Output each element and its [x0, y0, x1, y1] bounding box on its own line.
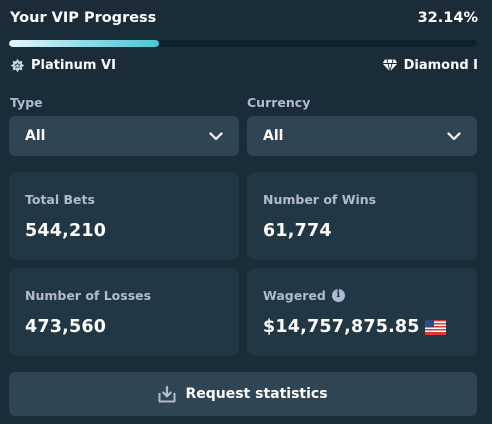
rank-row: Platinum VI Diamond I: [10, 58, 478, 73]
request-statistics-label: Request statistics: [185, 386, 328, 402]
diamond-icon: [382, 59, 398, 72]
wagered-card: Wagered i $14,757,875.85: [247, 268, 477, 356]
currency-label: Currency: [247, 95, 311, 110]
type-select[interactable]: All: [9, 116, 239, 156]
vip-progress-percent: 32.14%: [417, 10, 478, 26]
wins-label: Number of Wins: [263, 191, 377, 207]
losses-card: Number of Losses 473,560: [9, 268, 239, 356]
losses-value: 473,560: [25, 317, 107, 337]
chevron-down-icon: [209, 131, 223, 141]
total-bets-label: Total Bets: [25, 191, 95, 207]
chevron-down-icon: [447, 131, 461, 141]
platinum-star-icon: [10, 58, 25, 73]
us-flag-icon: [424, 319, 446, 335]
download-tray-icon: [158, 385, 176, 403]
type-label: Type: [10, 95, 43, 110]
info-icon[interactable]: i: [331, 288, 345, 302]
total-bets-value: 544,210: [25, 221, 107, 241]
wagered-value-row: $14,757,875.85: [263, 317, 461, 337]
current-rank: Platinum VI: [10, 58, 116, 73]
currency-select[interactable]: All: [247, 116, 477, 156]
vip-progress-title: Your VIP Progress: [10, 10, 157, 26]
wagered-label: Wagered: [263, 287, 326, 303]
currency-select-value: All: [263, 128, 284, 144]
wins-card: Number of Wins 61,774: [247, 172, 477, 260]
type-select-value: All: [25, 128, 46, 144]
vip-progress-bar: [9, 40, 477, 47]
next-rank-label: Diamond I: [403, 58, 478, 73]
losses-label: Number of Losses: [25, 287, 152, 303]
next-rank: Diamond I: [382, 58, 478, 73]
vip-progress-fill: [9, 40, 160, 47]
vip-progress-header: Your VIP Progress 32.14%: [10, 10, 478, 26]
total-bets-card: Total Bets 544,210: [9, 172, 239, 260]
current-rank-label: Platinum VI: [31, 58, 116, 73]
wagered-label-row: Wagered i: [263, 287, 461, 303]
request-statistics-button[interactable]: Request statistics: [9, 372, 477, 416]
wagered-value: $14,757,875.85: [263, 317, 420, 337]
wins-value: 61,774: [263, 221, 332, 241]
